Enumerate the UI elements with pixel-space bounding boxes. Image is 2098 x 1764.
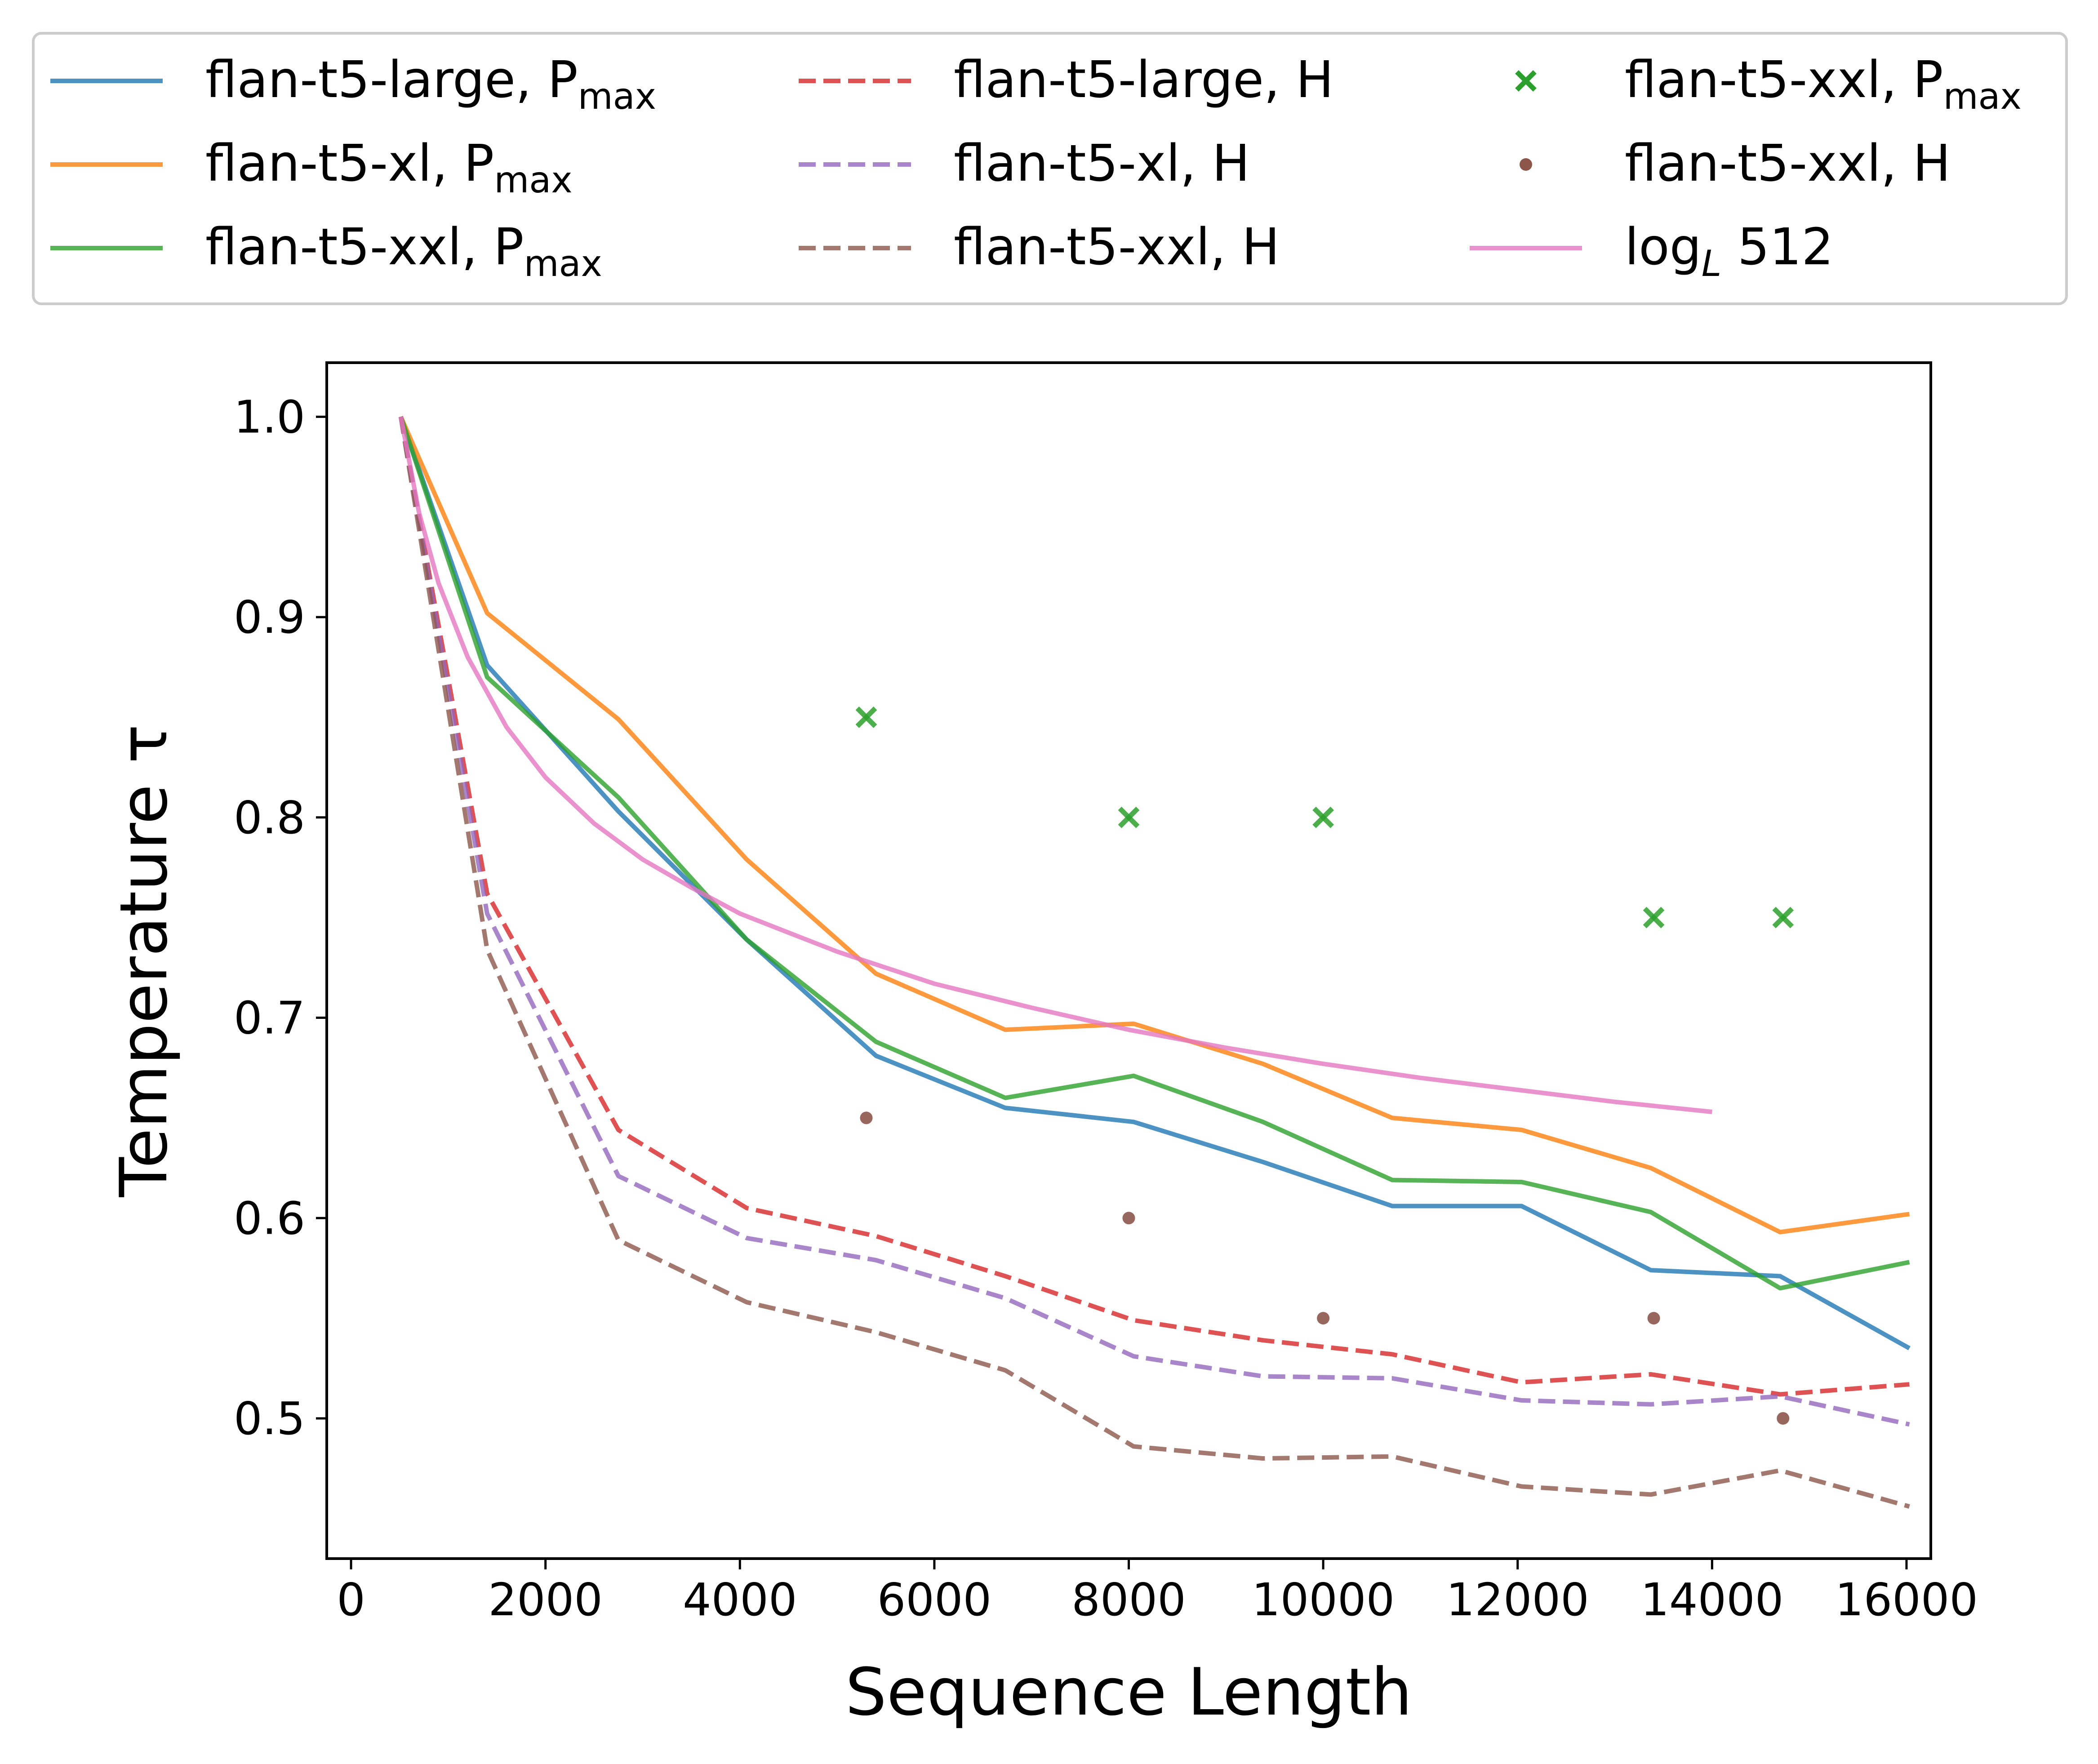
legend-swatch bbox=[1520, 158, 1532, 171]
series-flan-t5-xxl-pmax-scatter bbox=[855, 706, 1794, 929]
legend-entry: flan-t5-xl, H bbox=[799, 134, 1250, 193]
y-tick-label: 0.9 bbox=[234, 591, 305, 644]
data-point-x-marker bbox=[855, 706, 877, 728]
x-tick-label: 4000 bbox=[683, 1573, 797, 1626]
series-flan-t5-xl-pmax-line bbox=[399, 416, 1910, 1235]
legend-label: flan-t5-xxl, H bbox=[1625, 134, 1951, 193]
series-line bbox=[399, 416, 1910, 1291]
legend-entry: flan-t5-xl, Pmax bbox=[50, 134, 573, 201]
legend-label: flan-t5-xxl, Pmax bbox=[205, 218, 602, 284]
plot-area: 0 2000 4000 6000 8000 10000 12000 14000 16000 0.… bbox=[234, 361, 1978, 1626]
legend-label: logL 512 bbox=[1625, 218, 1834, 284]
y-tick-label: 1.0 bbox=[234, 391, 305, 443]
legend-entry: flan-t5-xxl, H bbox=[799, 218, 1280, 276]
series-logl-line bbox=[398, 416, 1712, 1114]
legend-entry: flan-t5-xxl, H bbox=[1520, 134, 1951, 193]
legend-entry: flan-t5-xxl, Pmax bbox=[1515, 51, 2022, 117]
data-point-dot bbox=[1317, 1312, 1330, 1325]
series-layer bbox=[398, 416, 1911, 1509]
legend-box bbox=[32, 32, 2068, 305]
series-line bbox=[398, 416, 1910, 1427]
series-line bbox=[398, 416, 1712, 1114]
y-tick-label: 0.6 bbox=[234, 1192, 305, 1244]
x-tick-label: 16000 bbox=[1835, 1573, 1978, 1626]
x-tick-label: 10000 bbox=[1252, 1573, 1395, 1626]
y-axis-label: Temperature τ bbox=[106, 724, 182, 1198]
legend-entry: logL 512 bbox=[1470, 218, 1834, 284]
legend-label: flan-t5-xl, H bbox=[954, 134, 1250, 193]
x-tick-label: 12000 bbox=[1446, 1573, 1589, 1626]
legend-label: flan-t5-large, Pmax bbox=[205, 51, 656, 117]
legend-swatch bbox=[1515, 70, 1537, 92]
y-tick-label: 0.7 bbox=[234, 992, 305, 1044]
data-point-dot bbox=[1777, 1412, 1790, 1425]
y-tick-label: 0.8 bbox=[234, 791, 305, 844]
x-tick-label: 0 bbox=[337, 1573, 365, 1626]
y-axis-ticks: 0.5 0.6 0.7 0.8 0.9 1.0 bbox=[234, 391, 327, 1445]
series-line bbox=[398, 416, 1910, 1397]
series-line bbox=[399, 416, 1910, 1235]
series-line bbox=[399, 416, 1911, 1351]
legend: flan-t5-large, Pmax flan-t5-xl, Pmax flan-… bbox=[32, 32, 2068, 305]
legend-label: flan-t5-xxl, Pmax bbox=[1625, 51, 2022, 117]
data-point-dot bbox=[1647, 1312, 1660, 1325]
y-tick-label: 0.5 bbox=[234, 1392, 305, 1445]
series-flan-t5-large-pmax-line bbox=[399, 416, 1911, 1351]
legend-entry: flan-t5-large, H bbox=[799, 51, 1333, 109]
series-flan-t5-xxl-h-scatter bbox=[860, 1111, 1790, 1425]
x-axis-ticks: 0 2000 4000 6000 8000 10000 12000 14000 16000 bbox=[337, 1559, 1978, 1626]
data-point-x-marker bbox=[1772, 906, 1794, 929]
series-flan-t5-xl-h-line bbox=[398, 416, 1910, 1427]
series-flan-t5-xxl-pmax-line bbox=[399, 416, 1910, 1291]
data-point-dot bbox=[860, 1111, 873, 1124]
legend-entry: flan-t5-large, Pmax bbox=[50, 51, 656, 117]
x-tick-label: 8000 bbox=[1071, 1573, 1186, 1626]
series-line bbox=[398, 416, 1910, 1509]
x-tick-label: 14000 bbox=[1640, 1573, 1783, 1626]
x-tick-label: 2000 bbox=[488, 1573, 603, 1626]
data-point-x-marker bbox=[1118, 806, 1140, 828]
x-axis-label: Sequence Length bbox=[845, 1654, 1412, 1730]
legend-label: flan-t5-large, H bbox=[954, 51, 1333, 109]
series-flan-t5-xxl-h-line bbox=[398, 416, 1910, 1509]
data-point-x-marker bbox=[1312, 806, 1334, 828]
x-tick-label: 6000 bbox=[877, 1573, 992, 1626]
data-point-x-marker bbox=[1643, 906, 1665, 929]
legend-entry: flan-t5-xxl, Pmax bbox=[50, 218, 602, 284]
data-point-dot bbox=[1122, 1212, 1135, 1225]
series-flan-t5-large-h-line bbox=[398, 416, 1910, 1397]
legend-label: flan-t5-xl, Pmax bbox=[205, 134, 573, 201]
legend-label: flan-t5-xxl, H bbox=[954, 218, 1280, 276]
